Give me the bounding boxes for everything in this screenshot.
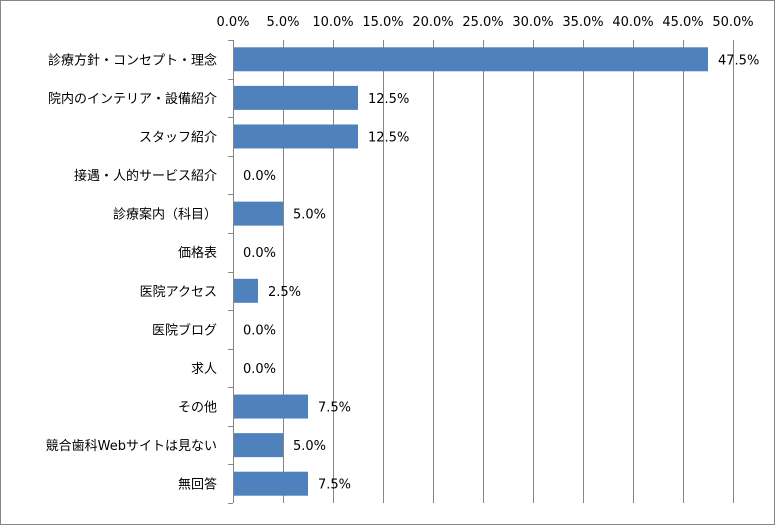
x-tick-label: 10.0% bbox=[312, 15, 353, 30]
x-tick-label: 45.0% bbox=[662, 15, 703, 30]
category-label: 無回答 bbox=[178, 477, 217, 493]
category-label: 医院アクセス bbox=[140, 285, 217, 300]
bar bbox=[233, 201, 283, 226]
category-label: 院内のインテリア・設備紹介 bbox=[48, 91, 217, 107]
x-tick-label: 40.0% bbox=[612, 15, 653, 30]
data-label: 0.0% bbox=[243, 169, 276, 184]
x-tick-label: 5.0% bbox=[266, 15, 299, 30]
gridlines bbox=[283, 40, 734, 503]
bar bbox=[233, 278, 258, 303]
bar bbox=[233, 394, 308, 419]
data-label: 5.0% bbox=[293, 208, 326, 223]
data-label: 47.5% bbox=[718, 53, 759, 68]
category-label: 求人 bbox=[191, 362, 217, 377]
category-label: 接遇・人的サービス紹介 bbox=[74, 168, 217, 184]
x-tick-label: 25.0% bbox=[462, 15, 503, 30]
bar bbox=[233, 47, 708, 72]
x-tick-label: 35.0% bbox=[562, 15, 603, 30]
category-label: スタッフ紹介 bbox=[139, 130, 217, 145]
x-tick-label: 0.0% bbox=[216, 15, 249, 30]
x-tick-label: 50.0% bbox=[712, 15, 753, 30]
data-label: 7.5% bbox=[318, 401, 351, 416]
data-label: 0.0% bbox=[243, 323, 276, 338]
bars bbox=[233, 47, 708, 496]
data-label: 0.0% bbox=[243, 362, 276, 377]
data-label: 5.0% bbox=[293, 439, 326, 454]
data-labels: 47.5% 12.5% 12.5% 0.0% 5.0% 0.0% 2.5% 0.0% 0.0% 7… bbox=[243, 53, 759, 492]
bar bbox=[233, 124, 358, 149]
y-axis bbox=[228, 40, 234, 504]
bar bbox=[233, 85, 358, 110]
data-label: 0.0% bbox=[243, 246, 276, 261]
data-label: 2.5% bbox=[268, 285, 301, 300]
category-label: 競合歯科Webサイトは見ない bbox=[46, 439, 217, 454]
category-label: 価格表 bbox=[178, 245, 217, 261]
x-tick-label: 15.0% bbox=[362, 15, 403, 30]
x-axis-tick-labels: 0.0% 5.0% 10.0% 15.0% 20.0% 25.0% 30.0% 35.0% 40… bbox=[216, 15, 753, 30]
category-label: 診療方針・コンセプト・理念 bbox=[48, 52, 217, 68]
bar bbox=[233, 471, 308, 496]
category-label: その他 bbox=[178, 401, 217, 416]
data-label: 12.5% bbox=[368, 130, 409, 145]
category-label: 医院ブログ bbox=[152, 322, 217, 338]
data-label: 7.5% bbox=[318, 478, 351, 493]
category-label: 診療案内（科目） bbox=[113, 207, 217, 223]
x-tick-label: 20.0% bbox=[412, 15, 453, 30]
x-tick-label: 30.0% bbox=[512, 15, 553, 30]
bar bbox=[233, 433, 283, 458]
category-labels: 診療方針・コンセプト・理念院内のインテリア・設備紹介スタッフ紹介接遇・人的サービ… bbox=[46, 52, 217, 492]
data-label: 12.5% bbox=[368, 92, 409, 107]
